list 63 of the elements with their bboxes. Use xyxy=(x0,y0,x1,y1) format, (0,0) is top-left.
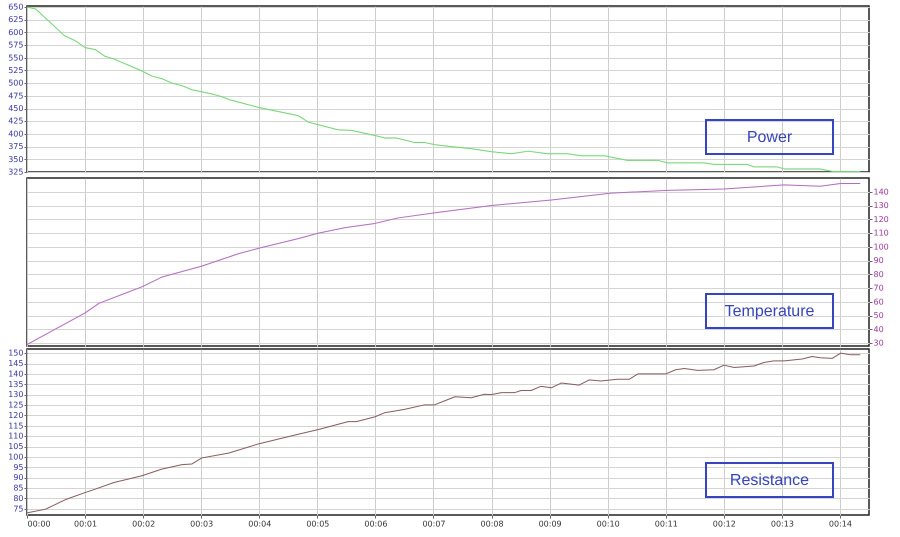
y2-tick-label: 60 xyxy=(874,297,884,306)
y-tick-label: 120 xyxy=(8,410,24,420)
y2-tick-label: 140 xyxy=(874,187,889,196)
y2-tick-label: 70 xyxy=(874,284,884,293)
y-tick-label: 500 xyxy=(8,78,24,88)
y2-tick-label: 40 xyxy=(874,324,884,334)
y-tick-label: 325 xyxy=(8,168,24,176)
y-tick-label: 525 xyxy=(8,66,24,75)
x-tick-label: 00:02 xyxy=(132,520,156,528)
y-tick-label: 600 xyxy=(8,28,24,37)
y-tick-label: 95 xyxy=(13,462,24,472)
x-tick-label: 00:01 xyxy=(74,520,98,528)
y2-tick-label: 110 xyxy=(874,228,889,238)
x-tick-label: 00:09 xyxy=(538,520,562,528)
y-tick-label: 650 xyxy=(8,2,24,12)
x-tick-label: 00:00 xyxy=(28,520,51,528)
x-tick-label: 00:05 xyxy=(306,520,330,528)
x-tick-label: 00:07 xyxy=(422,520,446,528)
x-tick-label: 00:08 xyxy=(480,520,504,528)
y-tick-label: 130 xyxy=(8,390,24,400)
x-tick-label: 00:13 xyxy=(770,520,794,528)
y-tick-label: 400 xyxy=(8,129,24,138)
y-tick-label: 575 xyxy=(8,40,24,50)
y-tick-label: 85 xyxy=(13,484,24,493)
text: Temperature xyxy=(724,303,815,320)
y2-tick-label: 130 xyxy=(874,201,889,210)
y-tick-label: 425 xyxy=(8,116,24,126)
y-tick-label: 625 xyxy=(8,15,24,24)
x-tick-label: 00:11 xyxy=(654,520,678,528)
y-tick-label: 550 xyxy=(8,53,24,62)
y-tick-label: 150 xyxy=(8,348,24,358)
y2-tick-label: 90 xyxy=(874,256,884,266)
x-tick-label: 00:10 xyxy=(596,520,620,528)
line-series xyxy=(26,6,861,172)
y-tick-label: 350 xyxy=(8,154,24,164)
y-tick-label: 75 xyxy=(13,504,24,514)
y-tick-label: 115 xyxy=(8,421,24,430)
y-tick-label: 135 xyxy=(8,380,24,389)
y2-tick-label: 100 xyxy=(874,242,889,252)
line-series xyxy=(26,183,861,346)
x-tick-label: 00:14 xyxy=(828,520,852,528)
y-tick-label: 475 xyxy=(8,91,24,100)
text: Resistance xyxy=(730,472,810,489)
y-tick-label: 145 xyxy=(8,359,24,368)
y-tick-label: 90 xyxy=(13,473,24,482)
y-tick-label: 140 xyxy=(8,369,24,378)
line-series xyxy=(26,352,861,514)
y2-tick-label: 120 xyxy=(874,214,889,224)
series-label: Power xyxy=(746,129,793,146)
y-tick-label: 105 xyxy=(8,442,24,452)
x-tick-label: 00:04 xyxy=(248,520,272,528)
y-tick-label: 100 xyxy=(8,452,24,462)
y2-tick-label: 80 xyxy=(874,270,884,279)
x-tick-label: 00:06 xyxy=(364,520,388,528)
y-tick-label: 450 xyxy=(8,104,24,114)
y-tick-label: 125 xyxy=(8,400,24,410)
y2-tick-label: 30 xyxy=(874,338,884,348)
x-tick-label: 00:12 xyxy=(712,520,736,528)
y2-tick-label: 50 xyxy=(874,311,884,320)
y-tick-label: 80 xyxy=(13,494,24,503)
y-tick-label: 110 xyxy=(8,432,24,441)
x-tick-label: 00:03 xyxy=(190,520,214,528)
y-tick-label: 375 xyxy=(8,142,24,152)
